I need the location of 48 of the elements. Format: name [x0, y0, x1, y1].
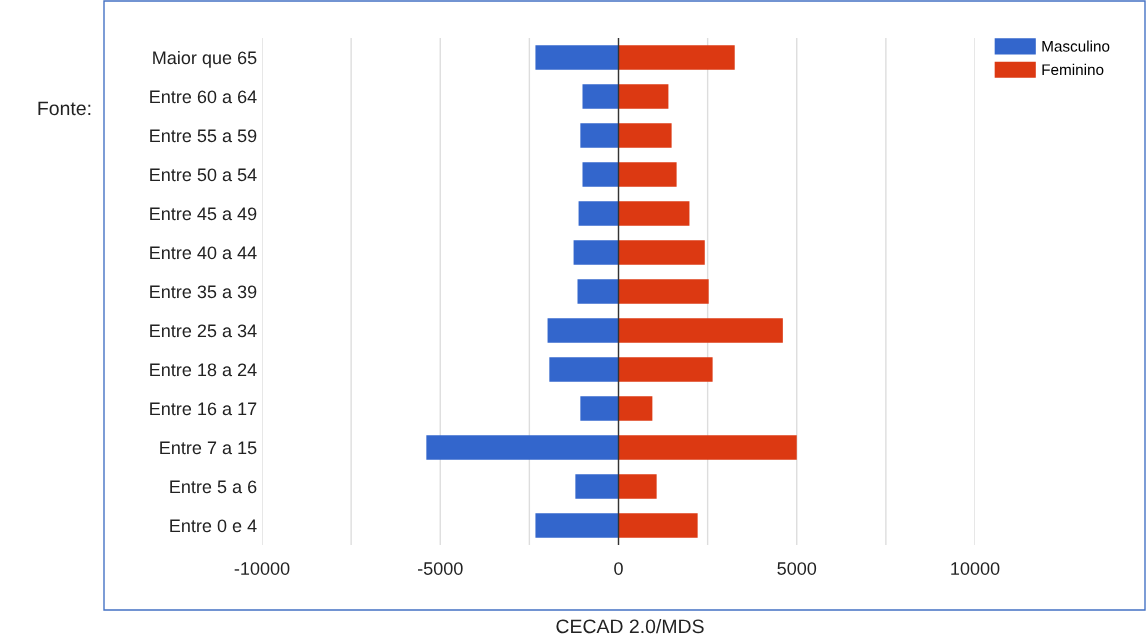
bar — [580, 123, 619, 148]
y-tick-label: Entre 40 a 44 — [150, 246, 257, 260]
bar — [535, 45, 619, 70]
y-tick-label: Entre 0 e 4 — [170, 519, 257, 533]
source-note: Fonte: — [38, 101, 91, 116]
y-tick-label: Entre 35 a 39 — [150, 285, 257, 299]
legend-label: Masculino — [1042, 40, 1110, 52]
bar — [618, 45, 735, 70]
y-tick-label: Entre 45 a 49 — [150, 207, 257, 221]
bar — [547, 318, 619, 343]
bar — [618, 357, 713, 382]
x-tick-label: -10000 — [234, 562, 290, 575]
bar — [618, 396, 653, 421]
bar — [582, 162, 619, 187]
bar — [618, 162, 677, 187]
x-tick-label: 5000 — [777, 562, 817, 575]
bar — [618, 84, 669, 109]
bar — [580, 396, 619, 421]
x-tick-label: 0 — [614, 562, 623, 575]
bar — [549, 357, 619, 382]
bar — [426, 435, 619, 460]
y-tick-label: Entre 18 a 24 — [150, 363, 257, 377]
bar — [618, 279, 709, 304]
text: CECAD 2.0/MDS — [556, 618, 704, 634]
y-tick-label: Entre 16 a 17 — [150, 402, 257, 416]
bar — [618, 318, 783, 343]
bar — [618, 435, 797, 460]
bar — [582, 84, 619, 109]
bar — [618, 513, 698, 538]
y-tick-label: Maior que 65 — [153, 50, 257, 68]
y-tick-label: Entre 60 a 64 — [150, 90, 257, 104]
bar — [573, 240, 619, 265]
bar — [535, 513, 619, 538]
y-tick-label: Entre 55 a 59 — [150, 129, 257, 143]
legend-label: Feminino — [1042, 63, 1104, 76]
x-tick-label: 10000 — [951, 562, 1000, 575]
bar — [618, 240, 705, 265]
bar — [618, 201, 690, 226]
bar — [577, 279, 619, 304]
bar — [575, 474, 619, 499]
bar — [618, 123, 672, 148]
y-tick-label: Entre 5 a 6 — [170, 480, 257, 494]
y-tick-label: Entre 25 a 34 — [150, 324, 257, 338]
bar — [578, 201, 619, 226]
bar — [618, 474, 657, 499]
y-tick-label: Entre 7 a 15 — [160, 441, 257, 455]
x-tick-label: -5000 — [417, 562, 463, 575]
y-tick-label: Entre 50 a 54 — [150, 168, 257, 182]
